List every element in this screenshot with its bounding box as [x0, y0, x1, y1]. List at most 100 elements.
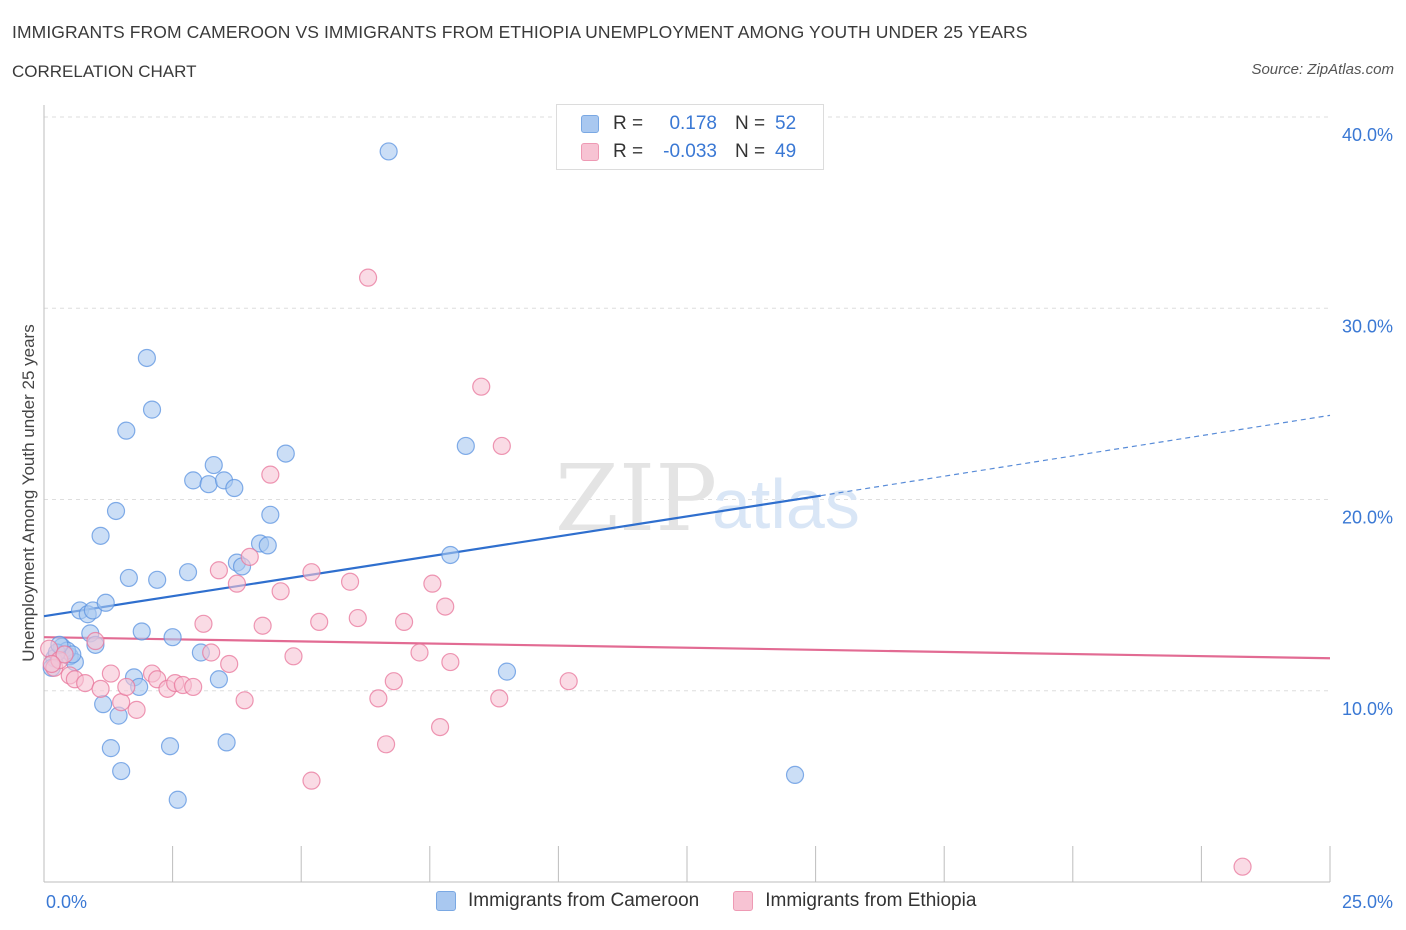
- chart-title: IMMIGRANTS FROM CAMEROON VS IMMIGRANTS F…: [12, 22, 1028, 42]
- cameroon-point: [148, 570, 167, 589]
- ethiopia-point: [430, 717, 450, 737]
- legend-label-cameroon: Immigrants from Cameroon: [468, 890, 700, 911]
- ethiopia-point: [101, 664, 120, 683]
- ethiopia-point: [436, 597, 455, 616]
- ethiopia-point: [348, 608, 367, 628]
- x-tick-labels: 0.0% 25.0%: [46, 892, 1393, 912]
- cameroon-point: [379, 142, 398, 161]
- ethiopia-point: [91, 679, 110, 698]
- ethiopia-point: [261, 465, 280, 484]
- cameroon-point: [217, 733, 236, 752]
- ethiopia-point: [194, 614, 213, 633]
- cameroon-point: [204, 455, 223, 475]
- cameroon-point: [497, 662, 517, 681]
- ethiopia-point: [271, 582, 290, 601]
- n-label: N =: [735, 113, 766, 134]
- ethiopia-point: [127, 700, 146, 719]
- ethiopia-point: [220, 654, 239, 674]
- ethiopia-point: [117, 677, 136, 697]
- ethiopia-point: [42, 654, 61, 674]
- y-axis-label: Unemployment Among Youth under 25 years: [19, 324, 38, 661]
- cameroon-point: [276, 444, 295, 463]
- n-label: N =: [735, 141, 766, 162]
- ethiopia-point: [302, 771, 321, 790]
- stats-row-ethiopia: R = -0.033 N = 49: [581, 140, 796, 164]
- ethiopia-point: [184, 677, 203, 697]
- y-tick-labels: 10.0% 20.0% 30.0% 40.0%: [1342, 125, 1393, 719]
- cameroon-point: [785, 765, 805, 785]
- watermark: ZIP atlas: [555, 445, 860, 552]
- ethiopia-point: [76, 673, 95, 693]
- source-label: Source: ZipAtlas.com: [1251, 61, 1394, 78]
- y-tick-label: 10.0%: [1342, 699, 1393, 719]
- cameroon-point: [94, 695, 113, 714]
- r-label: R =: [613, 113, 644, 134]
- ethiopia-swatch: [581, 143, 599, 161]
- cameroon-point: [258, 536, 277, 555]
- ethiopia-point: [492, 436, 511, 456]
- ethiopia-point: [472, 377, 491, 396]
- n-value: 52: [775, 113, 797, 134]
- ethiopia-point: [302, 563, 321, 582]
- x-tick-label: 0.0%: [46, 892, 87, 912]
- ethiopia-point: [376, 735, 396, 754]
- ethiopia-point: [1233, 857, 1252, 876]
- data-points: [40, 142, 1252, 876]
- ethiopia-point: [310, 612, 329, 632]
- ethiopia-point: [86, 631, 105, 651]
- ethiopia-point: [441, 652, 460, 672]
- cameroon-point: [117, 421, 136, 440]
- ethiopia-point: [423, 574, 442, 593]
- series-legend: Immigrants from Cameroon Immigrants from…: [436, 890, 1010, 912]
- stats-legend: R = 0.178 N = 52 R = -0.033 N = 49: [556, 104, 824, 170]
- ethiopia-point: [358, 268, 378, 287]
- ethiopia-point: [240, 547, 259, 566]
- watermark-atlas: atlas: [712, 465, 860, 543]
- cameroon-point: [209, 670, 228, 689]
- grid-lines: [44, 116, 1330, 692]
- stats-row-cameroon: R = 0.178 N = 52: [581, 112, 796, 136]
- ethiopia-point: [227, 574, 246, 593]
- ethiopia-point: [112, 693, 131, 712]
- cameroon-trend-extension: [820, 414, 1331, 497]
- ethiopia-point: [284, 647, 303, 666]
- legend-item-ethiopia: Immigrants from Ethiopia: [733, 890, 976, 912]
- cameroon-point: [441, 545, 460, 565]
- cameroon-point: [225, 478, 244, 498]
- ethiopia-point: [559, 672, 578, 691]
- cameroon-point: [178, 563, 198, 582]
- cameroon-point: [106, 501, 126, 521]
- r-label: R =: [613, 141, 644, 162]
- x-tick-label: 25.0%: [1342, 892, 1393, 912]
- legend-item-cameroon: Immigrants from Cameroon: [436, 890, 699, 912]
- ethiopia-point: [253, 616, 272, 635]
- cameroon-point: [199, 475, 218, 494]
- cameroon-point: [160, 737, 180, 756]
- cameroon-point: [163, 628, 182, 647]
- ethiopia-point: [209, 561, 228, 580]
- r-value: 0.178: [669, 113, 717, 134]
- ethiopia-point: [235, 691, 254, 710]
- y-tick-label: 40.0%: [1342, 125, 1393, 145]
- r-value: -0.033: [663, 141, 717, 162]
- cameroon-point: [132, 622, 151, 641]
- cameroon-point: [119, 568, 138, 588]
- cameroon-point: [168, 790, 187, 809]
- cameroon-point: [261, 505, 280, 524]
- ethiopia-point: [55, 645, 74, 664]
- legend-label-ethiopia: Immigrants from Ethiopia: [765, 890, 977, 911]
- ethiopia-point: [410, 643, 429, 662]
- y-tick-label: 30.0%: [1342, 316, 1393, 336]
- ethiopia-trend-line: [43, 636, 1331, 660]
- trend-lines: [43, 414, 1331, 660]
- watermark-zip: ZIP: [555, 445, 717, 552]
- ethiopia-point: [394, 612, 414, 632]
- cameroon-point: [101, 739, 120, 758]
- ethiopia-legend-swatch: [733, 891, 754, 911]
- ethiopia-point: [340, 572, 360, 591]
- ethiopia-point: [202, 643, 221, 662]
- cameroon-point: [142, 400, 162, 419]
- cameroon-point: [456, 436, 475, 456]
- ethiopia-point: [369, 689, 388, 708]
